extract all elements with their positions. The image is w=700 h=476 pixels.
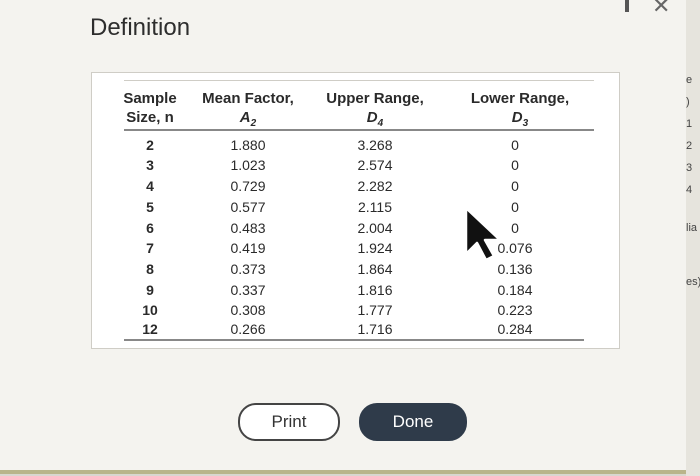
print-button[interactable]: Print	[238, 403, 340, 441]
background-fragment: 4	[686, 184, 693, 196]
background-fragment: 1	[686, 118, 693, 130]
table-bottom-rule	[124, 339, 584, 341]
factor-table	[91, 72, 620, 349]
table-row: 10 0.308 1.777 0.223	[142, 302, 533, 318]
table-row: 2 1.880 3.268 0	[146, 137, 519, 153]
done-button[interactable]: Done	[359, 403, 467, 441]
minimize-icon[interactable]	[625, 0, 629, 12]
close-icon[interactable]: ✕	[652, 0, 671, 18]
table-row: 9 0.337 1.816 0.184	[146, 282, 533, 298]
background-fragment: es)	[686, 276, 700, 288]
background-window-edge: e ) 1 2 3 4 lia es)	[686, 0, 700, 476]
background-fragment: e	[686, 74, 693, 86]
table-row: 3 1.023 2.574 0	[146, 157, 519, 173]
table-row: 6 0.483 2.004 0	[146, 220, 519, 236]
dialog-title: Definition	[90, 14, 191, 41]
header-lower-range: Lower Range, D3	[470, 90, 570, 129]
header-mean-factor: Mean Factor, A2	[202, 90, 294, 129]
table-row: 4 0.729 2.282 0	[146, 178, 519, 194]
table-row: 5 0.577 2.115 0	[146, 199, 519, 215]
mouse-pointer-icon	[464, 206, 502, 262]
header-upper-range: Upper Range, D4	[326, 90, 424, 129]
table-row: 8 0.373 1.864 0.136	[146, 261, 533, 277]
table-header-rule	[124, 129, 594, 131]
table-row: 12 0.266 1.716 0.284	[142, 321, 533, 337]
definition-dialog: Definition ✕ Sample Size, n Mean Factor,…	[0, 0, 688, 474]
table-row: 7 0.419 1.924 0.076	[146, 240, 533, 256]
background-fragment: 2	[686, 140, 693, 152]
table-top-rule	[124, 80, 594, 81]
header-sample-size: Sample Size, n	[123, 90, 177, 126]
background-fragment: lia	[686, 222, 698, 234]
background-fragment: 3	[686, 162, 693, 174]
background-fragment: )	[686, 96, 690, 108]
